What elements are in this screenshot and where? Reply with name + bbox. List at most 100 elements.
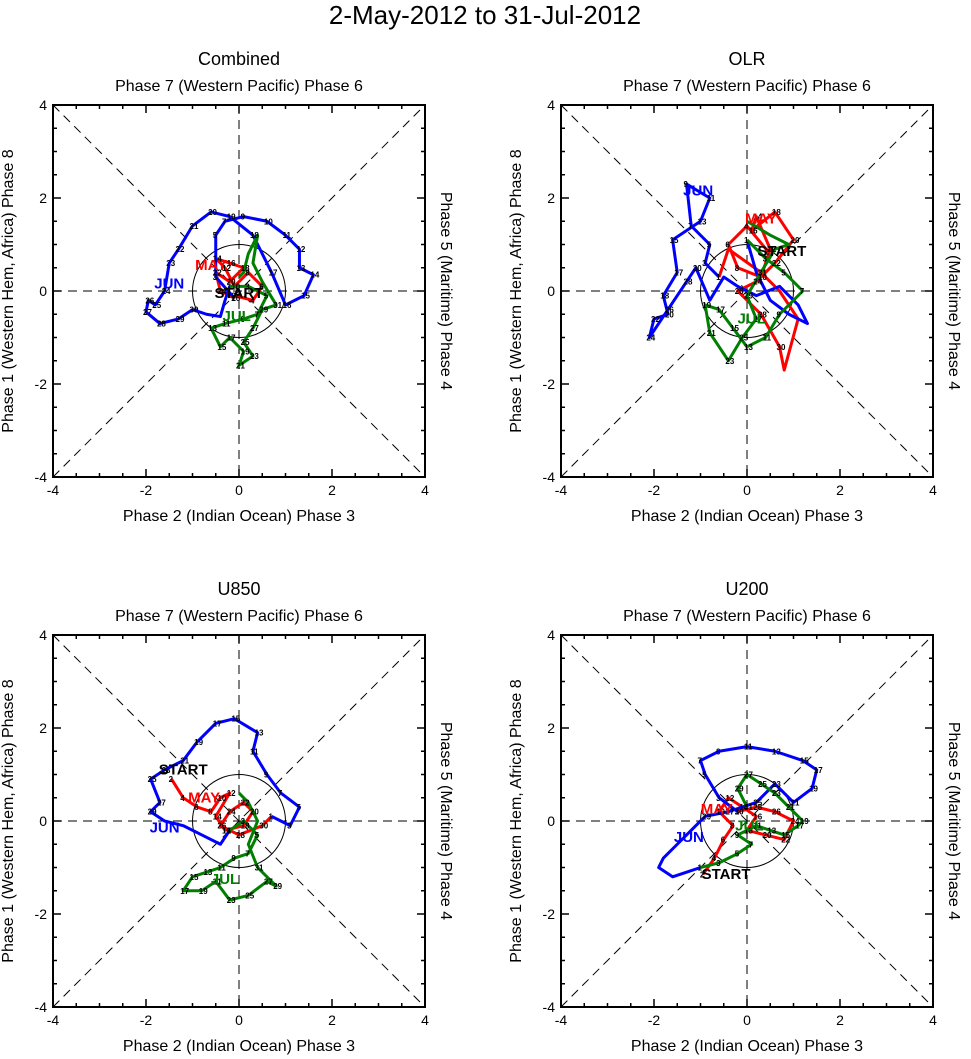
day-label: 15 bbox=[231, 715, 240, 724]
day-label: 27 bbox=[725, 808, 734, 817]
day-label: 16 bbox=[227, 259, 236, 268]
day-label: 21 bbox=[180, 757, 189, 766]
month-label-may: MAY bbox=[701, 801, 733, 818]
day-label: 1 bbox=[716, 273, 721, 282]
axis-label-bottom: Phase 2 (Indian Ocean) Phase 3 bbox=[631, 508, 863, 525]
month-label-jul: JUL bbox=[211, 871, 239, 888]
day-label: 28 bbox=[684, 278, 693, 287]
day-label: 14 bbox=[739, 803, 748, 812]
axis-label-right: Phase 5 (Maritime) Phase 4 bbox=[437, 192, 454, 390]
day-label: 12 bbox=[296, 245, 305, 254]
day-label: 14 bbox=[213, 812, 222, 821]
day-label: 28 bbox=[157, 320, 166, 329]
day-label: 14 bbox=[310, 271, 319, 280]
day-label: 27 bbox=[753, 315, 762, 324]
day-label: 11 bbox=[753, 822, 762, 831]
day-label: 2 bbox=[231, 292, 236, 301]
unit-circle bbox=[192, 244, 286, 338]
day-label: 5 bbox=[255, 831, 260, 840]
day-label: 9 bbox=[241, 315, 246, 324]
y-tick-label: 2 bbox=[39, 720, 47, 736]
x-tick-label: -2 bbox=[648, 1012, 661, 1028]
day-label: 31 bbox=[273, 301, 282, 310]
day-label: 4 bbox=[744, 222, 749, 231]
day-label: 23 bbox=[725, 357, 734, 366]
day-label: 9 bbox=[241, 213, 246, 222]
day-label: 30 bbox=[693, 264, 702, 273]
day-label: 12 bbox=[725, 794, 734, 803]
day-label: 23 bbox=[166, 259, 175, 268]
day-label: 5 bbox=[702, 771, 707, 780]
x-tick-label: 2 bbox=[328, 482, 336, 498]
day-label: 17 bbox=[814, 766, 823, 775]
day-label: 31 bbox=[744, 803, 753, 812]
day-label: 31 bbox=[255, 864, 264, 873]
day-label: 25 bbox=[758, 780, 767, 789]
y-tick-label: 2 bbox=[547, 720, 555, 736]
y-tick-label: 0 bbox=[39, 813, 47, 829]
day-label: 11 bbox=[250, 747, 259, 756]
day-label: 18 bbox=[241, 264, 250, 273]
day-label: 24 bbox=[217, 287, 226, 296]
day-label: 24 bbox=[753, 278, 762, 287]
day-label: 1 bbox=[227, 282, 232, 291]
day-label: 22 bbox=[651, 315, 660, 324]
panel-olr: OLR Phase 7 (Western Pacific) Phase 6 Phas… bbox=[508, 49, 962, 525]
x-tick-label: -2 bbox=[140, 482, 153, 498]
day-label: 18 bbox=[250, 231, 259, 240]
day-label: 17 bbox=[213, 719, 222, 728]
day-label: 30 bbox=[777, 343, 786, 352]
day-label: 10 bbox=[264, 217, 273, 226]
axis-label-top: Phase 7 (Western Pacific) Phase 6 bbox=[623, 78, 871, 95]
y-tick-label: 0 bbox=[39, 283, 47, 299]
day-label: 1 bbox=[735, 808, 740, 817]
day-label: 23 bbox=[250, 352, 259, 361]
day-label: 12 bbox=[227, 789, 236, 798]
day-label: 6 bbox=[721, 836, 726, 845]
x-tick-label: 2 bbox=[328, 1012, 336, 1028]
day-label: 21 bbox=[791, 798, 800, 807]
day-label: 13 bbox=[255, 729, 264, 738]
day-label: 22 bbox=[213, 268, 222, 277]
panel-u200: U200 Phase 7 (Western Pacific) Phase 6 Pha… bbox=[508, 579, 962, 1055]
day-label: 10 bbox=[231, 282, 240, 291]
day-label: 6 bbox=[259, 282, 264, 291]
day-label: 29 bbox=[744, 292, 753, 301]
y-tick-label: -2 bbox=[35, 906, 48, 922]
start-label: START bbox=[702, 866, 751, 883]
month-label-jul: JUL bbox=[735, 817, 763, 834]
day-label: 3 bbox=[716, 794, 721, 803]
day-label: 29 bbox=[735, 784, 744, 793]
day-label: 30 bbox=[735, 808, 744, 817]
day-label: 5 bbox=[735, 850, 740, 859]
trajectory-may bbox=[717, 210, 800, 372]
day-label: 1 bbox=[269, 812, 274, 821]
axis-label-bottom: Phase 2 (Indian Ocean) Phase 3 bbox=[123, 1038, 355, 1055]
day-label: 21 bbox=[236, 361, 245, 370]
day-label: 26 bbox=[217, 822, 226, 831]
day-label: 24 bbox=[227, 808, 236, 817]
day-label: 25 bbox=[241, 338, 250, 347]
axis-label-bottom: Phase 2 (Indian Ocean) Phase 3 bbox=[123, 508, 355, 525]
day-label: 28 bbox=[236, 831, 245, 840]
day-label: 22 bbox=[241, 798, 250, 807]
month-label-may: MAY bbox=[195, 257, 227, 274]
y-tick-label: 0 bbox=[547, 813, 555, 829]
day-label: 11 bbox=[217, 864, 226, 873]
y-tick-label: 4 bbox=[547, 627, 555, 643]
day-label: 19 bbox=[194, 738, 203, 747]
day-label: 11 bbox=[763, 334, 772, 343]
y-tick-label: 2 bbox=[39, 190, 47, 206]
day-label: 20 bbox=[227, 278, 236, 287]
panel-title: U850 bbox=[217, 579, 260, 599]
day-label: 6 bbox=[194, 803, 199, 812]
axis-label-left: Phase 1 (Western Hem, Africa) Phase 8 bbox=[508, 679, 525, 962]
day-label: 29 bbox=[176, 315, 185, 324]
day-label: 27 bbox=[143, 308, 152, 317]
day-label: 16 bbox=[753, 812, 762, 821]
day-label: 26 bbox=[665, 306, 674, 315]
day-label: 20 bbox=[208, 208, 217, 217]
day-label: 21 bbox=[707, 329, 716, 338]
day-label: 2 bbox=[700, 870, 705, 879]
day-label: 18 bbox=[772, 208, 781, 217]
